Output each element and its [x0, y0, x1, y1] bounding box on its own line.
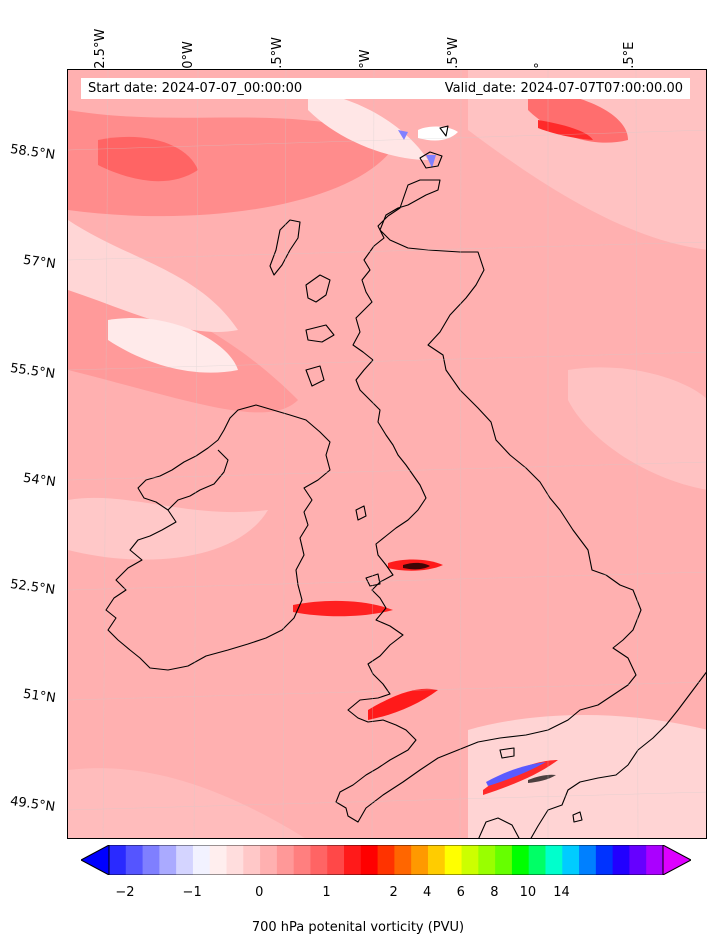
colorbar-cell [377, 845, 395, 875]
colorbar-cell [125, 845, 144, 875]
colorbar-cell [109, 845, 127, 875]
colorbar-cell [226, 845, 244, 875]
coast-brittany [478, 817, 520, 838]
coast-ireland [105, 404, 331, 671]
pv-streak-channel-blue [486, 762, 546, 786]
pv-pale-west-1 [68, 220, 238, 332]
colorbar-cell [142, 845, 160, 875]
colorbar-tick-label: 14 [553, 885, 570, 900]
colorbar-tick-label: 2 [389, 885, 398, 900]
colorbar-cell [293, 845, 311, 875]
date-info-box: Start date: 2024-07-07_00:00:00 Valid_da… [81, 78, 690, 99]
pv-pale-southeast [468, 715, 706, 838]
start-date-text: Start date: 2024-07-07_00:00:00 [88, 81, 303, 96]
pv-cell-northeast [528, 90, 628, 143]
pv-streak-bristol [368, 688, 438, 720]
coast-channel-islands [572, 811, 583, 823]
pv-pale-west-2 [108, 318, 238, 373]
pv-band-north-core [98, 136, 198, 182]
colorbar-cell [310, 845, 328, 875]
coast-islay [305, 365, 325, 387]
colorbar-tick-label: −1 [182, 885, 202, 900]
pv-streak-wales [293, 600, 393, 617]
coast-great-britain [335, 179, 642, 823]
coast-shetland-fragment [439, 125, 449, 137]
colorbar-tick-label: 6 [456, 885, 465, 900]
lat-label-57n: 57°N [22, 252, 57, 273]
coast-skye [305, 274, 331, 303]
colorbar-cell [646, 845, 664, 875]
colorbar-cell [411, 845, 429, 875]
colorbar-cell [595, 845, 614, 875]
pv-pale-southwest [68, 768, 305, 838]
map-panel [67, 69, 707, 839]
pv-streak-channel [483, 760, 558, 795]
colorbar-outline [108, 845, 664, 875]
coast-france [530, 671, 706, 838]
coast-isle-of-man [355, 505, 367, 521]
colorbar-cell [159, 845, 177, 875]
colorbar-cell [360, 845, 379, 875]
coast-outer-hebrides [269, 219, 301, 276]
pv-pale-north [308, 90, 428, 160]
colorbar-cell [612, 845, 630, 875]
colorbar-cell [260, 845, 278, 875]
pv-blue-cell-orkney [426, 155, 436, 168]
pv-region-northeast [468, 70, 706, 250]
pv-blue-cell-north [398, 130, 408, 140]
lat-label-58-5n: 58.5°N [9, 141, 56, 164]
colorbar-tick-label: 0 [255, 885, 264, 900]
coast-anglesey [365, 573, 381, 587]
lat-label-49-5n: 49.5°N [9, 793, 56, 816]
colorbar-cell [427, 845, 446, 875]
colorbar-cell [461, 845, 479, 875]
coast-isle-of-wight [499, 747, 515, 759]
colorbar-tick-label: −2 [115, 885, 135, 900]
coast-orkney [419, 151, 443, 169]
colorbar-cell [545, 845, 563, 875]
lat-label-55-5n: 55.5°N [9, 360, 56, 383]
valid-date-text: Valid_date: 2024-07-07T07:00:00.00 [444, 81, 683, 96]
pv-cell-northeast-core [538, 120, 593, 140]
colorbar-cell [444, 845, 463, 875]
pv-band-north [68, 110, 398, 217]
colorbar-cell [176, 845, 194, 875]
colorbar [81, 845, 691, 875]
colorbar-cell [511, 845, 530, 875]
colorbar-extend-left [81, 845, 110, 875]
pv-streak-liverpool-core [403, 562, 430, 570]
colorbar-cell [209, 845, 228, 875]
coast-ireland-northwest [167, 449, 229, 511]
colorbar-cell [394, 845, 412, 875]
colorbar-cell [478, 845, 496, 875]
colorbar-tick-label: 4 [423, 885, 432, 900]
pv-white-cell-north [418, 126, 458, 141]
pv-field-map [68, 70, 706, 838]
coastlines [105, 125, 706, 838]
colorbar-tick-label: 1 [322, 885, 331, 900]
colorbar-cell [192, 845, 211, 875]
colorbar-cell [629, 845, 647, 875]
colorbar-tick-label: 10 [519, 885, 537, 900]
lat-label-54n: 54°N [22, 470, 57, 491]
colorbar-cell [327, 845, 345, 875]
lat-label-52-5n: 52.5°N [9, 576, 56, 599]
colorbar-cells [109, 845, 664, 875]
colorbar-extend-right [662, 845, 691, 875]
lat-label-51n: 51°N [22, 686, 57, 707]
colorbar-cell [243, 845, 261, 875]
colorbar-cell [579, 845, 597, 875]
colorbar-cell [562, 845, 580, 875]
coast-mull [305, 324, 335, 343]
colorbar-cell [528, 845, 546, 875]
pv-streak-channel-core [528, 774, 556, 783]
colorbar-tick-label: 8 [490, 885, 499, 900]
pv-pale-ireland [68, 497, 268, 560]
colorbar-label: 700 hPa potenital vorticity (PVU) [251, 920, 465, 935]
colorbar-cell [344, 845, 362, 875]
graticule [68, 70, 706, 838]
colorbar-cell [495, 845, 513, 875]
colorbar-cell [276, 845, 295, 875]
